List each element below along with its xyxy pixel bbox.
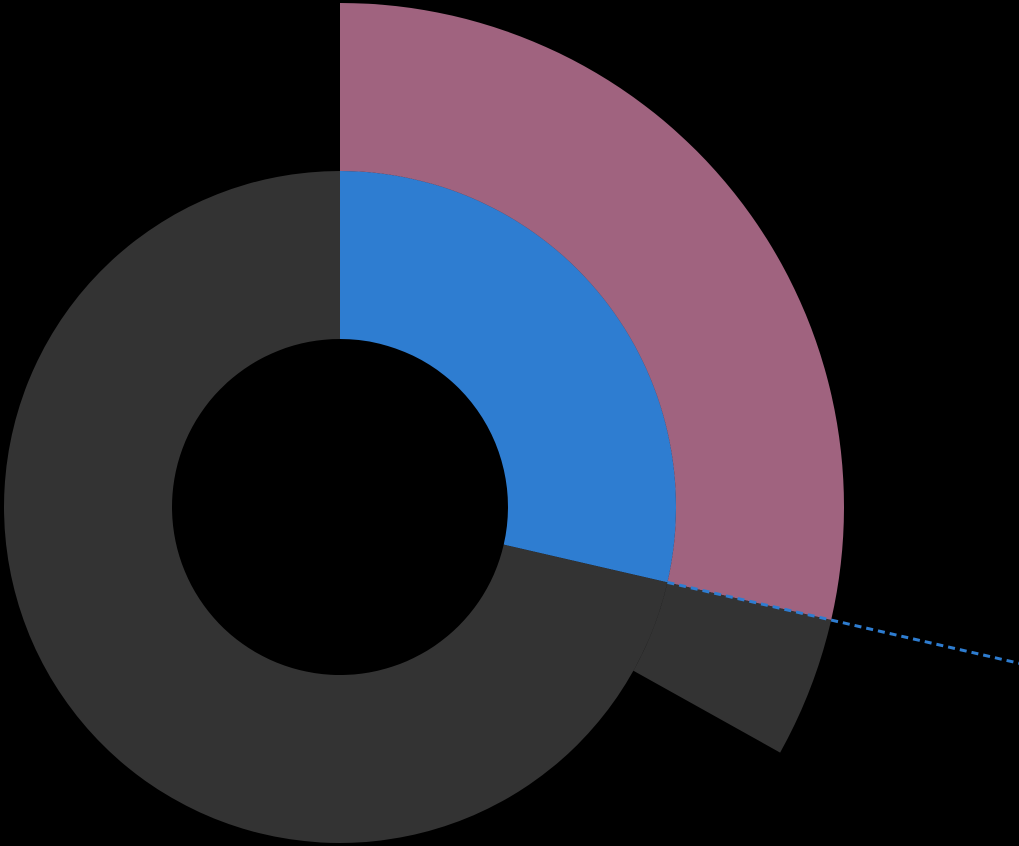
outer-slice-2 [633,582,832,753]
inner-ring-series [4,171,677,843]
connector-line [667,580,1019,665]
inner-slice-2 [4,171,668,843]
inner-slice-1 [340,171,677,583]
outer-slice-1 [340,3,845,621]
outer-ring-series [340,3,845,753]
